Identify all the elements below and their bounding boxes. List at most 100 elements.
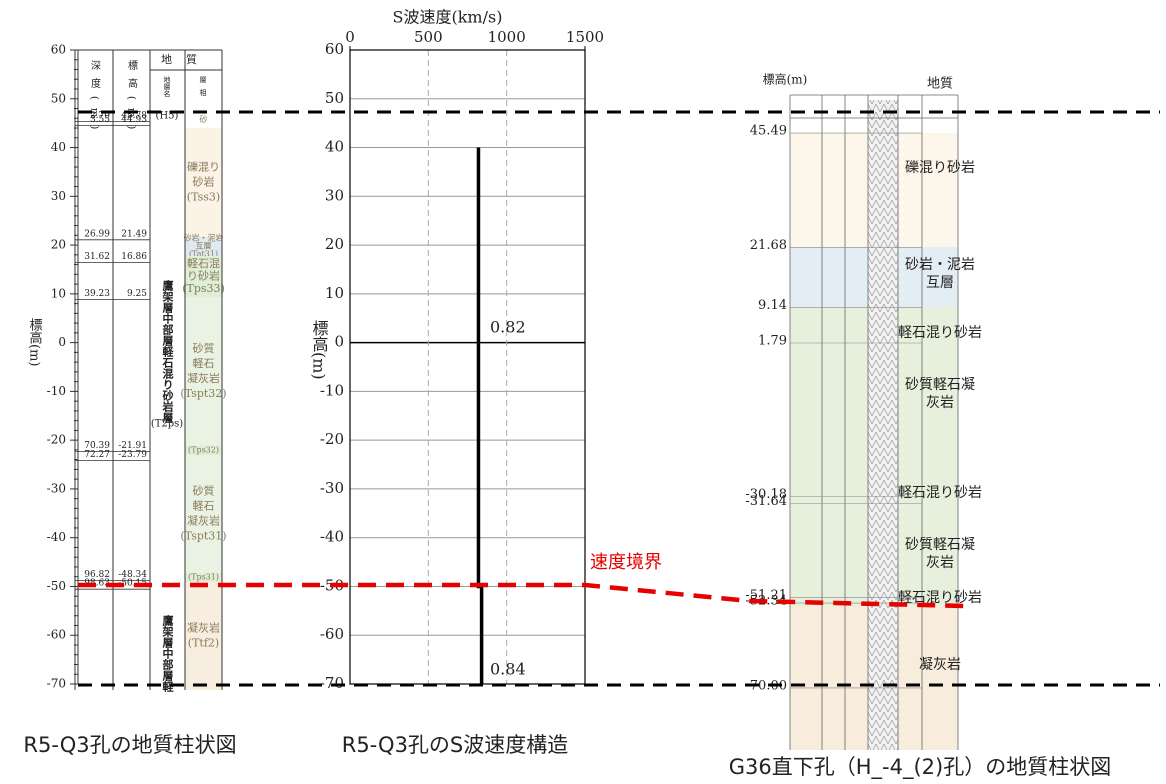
x-tick-label: 1500	[566, 28, 604, 46]
depth: 39.23	[84, 289, 110, 299]
header: 地質	[927, 77, 953, 92]
layer-label: (Tspt32)	[180, 387, 226, 400]
depth: 96.82	[84, 570, 110, 580]
layer	[185, 582, 222, 690]
formation: 鷹架層中部層軽	[161, 614, 175, 693]
y-tick-label: -70	[320, 674, 344, 692]
layer-label: 灰岩	[926, 555, 954, 571]
layer	[185, 256, 222, 297]
layer-label: 凝灰岩	[187, 371, 220, 385]
depth: 70.39	[84, 441, 110, 451]
right-log: 礫混り砂岩砂岩・泥岩互層軽石混り砂岩砂質軽石凝灰岩軽石混り砂岩砂質軽石凝灰岩軽石…	[745, 72, 982, 750]
y-tick-label: -10	[320, 381, 344, 399]
layer-label: 砂岩・泥岩	[905, 257, 975, 273]
elevation: -21.91	[118, 441, 147, 451]
depth: 98.63	[84, 579, 110, 589]
formation: (H5)	[156, 111, 179, 122]
formation: 鷹架層中部層軽石混り砂岩層	[161, 279, 175, 424]
header: 層相	[199, 76, 207, 102]
x-tick-label: 0	[345, 28, 355, 46]
layer-label: 砂質軽石凝	[905, 537, 975, 553]
layer-label: (Tss3)	[187, 191, 220, 204]
layer-label: (Tat31)	[189, 250, 218, 259]
header: 地層名	[163, 75, 171, 98]
y-axis-label: 標高(m)	[310, 320, 329, 380]
velocity-line	[476, 147, 484, 684]
layer	[185, 455, 222, 573]
y-tick-label: 20	[325, 235, 344, 253]
y-tick-label: 0	[58, 335, 66, 349]
layer-label: 軽石混	[187, 257, 220, 270]
y-tick-label: -20	[320, 430, 344, 448]
y-tick-label: 30	[325, 186, 344, 204]
y-tick-label: -20	[47, 433, 66, 447]
elevation: 45.78	[121, 111, 147, 121]
depth: 31.62	[84, 252, 110, 262]
header: 深度(m)	[89, 60, 101, 137]
layer-label: (Tps33)	[182, 282, 225, 295]
layer-label: 互層	[926, 275, 954, 291]
x-tick-label: 1000	[488, 28, 526, 46]
elevation-label: -30.18	[745, 487, 787, 502]
depth: 2.70	[90, 111, 110, 121]
layer-label: 砂質軽石凝	[905, 377, 975, 393]
velocity-boundary	[78, 582, 966, 609]
depth: 3.55	[90, 115, 110, 125]
y-tick-label: 50	[325, 89, 344, 107]
layer-label: 互層	[196, 242, 212, 251]
y-tick-label: 30	[51, 189, 66, 203]
layer-label: 砂質	[193, 341, 215, 355]
layer	[185, 237, 222, 256]
y-tick-label: -60	[47, 628, 66, 642]
elevation-label: -70.00	[745, 678, 787, 693]
plot-frame	[349, 49, 586, 685]
y-tick-label: -40	[47, 530, 66, 544]
layer-label: (Tps31)	[188, 573, 219, 582]
elevation: 9.25	[127, 289, 147, 299]
layer-label: (Tspt31)	[180, 530, 226, 543]
overlay: 速度境界 R5-Q3孔の地質柱状図 R5-Q3孔のS波速度構造 G36直下孔（H…	[23, 110, 1160, 780]
layer	[185, 112, 222, 128]
elevation: 44.93	[121, 115, 147, 125]
caption: R5-Q3孔の地質柱状図	[23, 733, 236, 757]
layer-label: (Ttf2)	[188, 637, 219, 650]
annotation: 0.82	[490, 318, 526, 337]
layer-label: 凝灰岩	[187, 514, 220, 528]
annotation: 0.84	[490, 660, 526, 679]
layer-label: 軽石	[193, 500, 215, 513]
y-tick-label: 20	[51, 238, 66, 252]
elevation: 16.86	[121, 252, 147, 262]
depth: 26.99	[84, 229, 110, 239]
elevation: -50.15	[118, 579, 147, 589]
layer-label: 砂岩・泥岩	[184, 233, 224, 243]
y-tick-label: -30	[320, 479, 344, 497]
y-tick-label: -60	[320, 625, 344, 643]
layer-label: 軽石混り砂岩	[898, 590, 982, 606]
y-tick-label: 40	[51, 140, 66, 154]
layer	[185, 573, 222, 582]
layer-label: 凝灰岩	[187, 621, 220, 635]
y-tick-label: -40	[320, 528, 344, 546]
depth: 72.27	[84, 450, 110, 460]
elevation-label: 9.14	[758, 298, 787, 313]
elevation: 21.49	[121, 229, 147, 239]
elevation-label: 45.49	[750, 124, 787, 139]
boundary-label: 速度境界	[590, 552, 662, 573]
y-tick-label: 60	[51, 43, 66, 57]
y-tick-label: 40	[325, 138, 344, 156]
layer	[185, 128, 222, 237]
layer-label: 灰岩	[926, 395, 954, 411]
boring-column	[868, 100, 898, 750]
layer-label: 砂	[200, 114, 208, 124]
y-tick-label: 10	[325, 284, 344, 302]
y-tick-label: -50	[47, 579, 66, 593]
y-tick-label: -30	[47, 481, 66, 495]
y-tick-label: 50	[51, 91, 66, 105]
y-tick-label: 10	[51, 286, 66, 300]
elevation-label: 21.68	[750, 238, 787, 253]
header: 地質	[161, 52, 211, 66]
layer-label: 軽石	[193, 357, 215, 370]
elevation-label: 1.79	[758, 333, 787, 348]
